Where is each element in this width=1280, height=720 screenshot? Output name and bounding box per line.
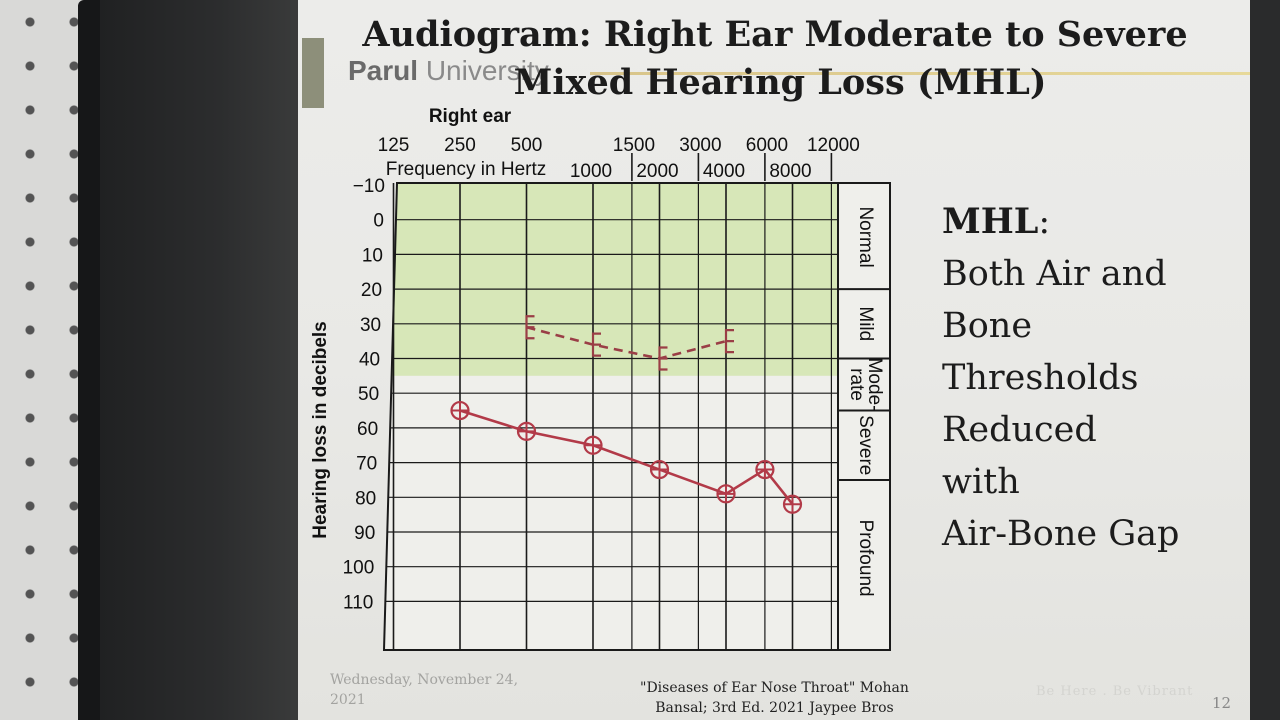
mhl-colon: :: [1038, 202, 1051, 242]
degree-band-label: Profound: [855, 519, 876, 596]
logo-light-text: University: [425, 55, 549, 86]
y-tick-label: 100: [343, 558, 375, 579]
monitor-right-edge: [1250, 0, 1280, 720]
air-conduction-point: [755, 459, 775, 480]
y-tick-label: 70: [356, 454, 377, 475]
degree-band-label: Mode-rate: [846, 358, 885, 412]
footer-watermark: Be Here . Be Vibrant: [1036, 684, 1194, 699]
air-conduction-point: [450, 400, 470, 421]
air-conduction-point: [782, 494, 803, 514]
y-tick-label: 30: [360, 315, 381, 336]
slide-title-line1: Audiogram: Right Ear Moderate to Severe: [362, 14, 1188, 55]
mhl-description: MHL: Both Air and Bone Thresholds Reduce…: [942, 196, 1179, 560]
bone-conduction-point: [724, 329, 734, 354]
degree-band-label: Severe: [855, 415, 876, 475]
mhl-line: Reduced: [942, 410, 1097, 450]
bone-conduction-point: [591, 332, 601, 357]
mhl-line: Both Air and: [942, 254, 1167, 294]
y-tick-label: 60: [357, 419, 378, 440]
logo-bold-text: Parul: [348, 55, 419, 86]
footer-date-line1: Wednesday, November 24,: [330, 672, 519, 688]
air-conduction-point: [649, 459, 670, 480]
x-tick-label: 4000: [703, 161, 745, 182]
y-tick-label: −10: [353, 176, 385, 197]
page-number: 12: [1212, 694, 1232, 712]
mhl-line: Bone: [942, 306, 1033, 346]
x-tick-label: 250: [444, 135, 476, 156]
title-accent-line: [590, 72, 1250, 75]
footer-date: Wednesday, November 24, 2021: [330, 670, 518, 710]
mhl-heading: MHL: [942, 201, 1039, 242]
chart-title: Right ear: [429, 106, 512, 127]
mhl-line: Thresholds: [942, 358, 1139, 398]
degree-band-label: Normal: [855, 206, 876, 267]
x-tick-label: 1000: [570, 161, 612, 182]
y-tick-label: 110: [343, 592, 373, 613]
footer-reference: "Diseases of Ear Nose Throat" Mohan Bans…: [640, 678, 909, 718]
bone-conduction-point: [658, 346, 668, 371]
x-tick-label-intermediate: 3000: [679, 135, 721, 156]
y-tick-label: 40: [359, 350, 380, 371]
air-conduction-point: [716, 484, 736, 504]
logo-bar: [302, 38, 324, 108]
band-column-background: [838, 183, 890, 650]
mhl-line: with: [942, 462, 1020, 502]
footer-ref-line2: Bansal; 3rd Ed. 2021 Jaypee Bros: [655, 700, 894, 716]
mhl-line: Air-Bone Gap: [942, 514, 1180, 554]
degree-band-label: Mild: [855, 306, 876, 341]
slide-title-line2: Mixed Hearing Loss (MHL): [513, 62, 1047, 103]
y-axis-label: Hearing loss in decibels: [310, 321, 331, 539]
y-tick-label: 10: [362, 245, 383, 266]
x-tick-label-intermediate: 1500: [613, 135, 655, 156]
footer-date-line2: 2021: [330, 692, 366, 708]
plot-lower-background: [384, 375, 838, 650]
y-tick-label: 80: [355, 488, 376, 509]
air-conduction-point: [516, 421, 537, 441]
x-tick-label: 125: [378, 135, 410, 156]
y-tick-label: 50: [358, 384, 379, 405]
bone-conduction-line: [526, 326, 727, 360]
x-tick-label: 8000: [769, 161, 811, 182]
university-logo: Parul University: [348, 55, 549, 87]
y-tick-label: 0: [373, 211, 384, 232]
plot-upper-background: [391, 183, 838, 376]
bone-conduction-point: [525, 315, 535, 340]
footer-ref-line1: "Diseases of Ear Nose Throat" Mohan: [640, 680, 909, 696]
x-tick-label: 2000: [636, 161, 678, 182]
y-tick-label: 90: [354, 523, 375, 544]
x-tick-label: 500: [511, 135, 543, 156]
x-tick-label-intermediate: 12000: [807, 135, 860, 156]
x-axis-label: Frequency in Hertz: [386, 159, 547, 180]
air-conduction-point: [583, 435, 603, 455]
y-tick-label: 20: [361, 280, 382, 301]
monitor-edge: [100, 0, 300, 720]
x-tick-label-intermediate: 6000: [746, 135, 788, 156]
